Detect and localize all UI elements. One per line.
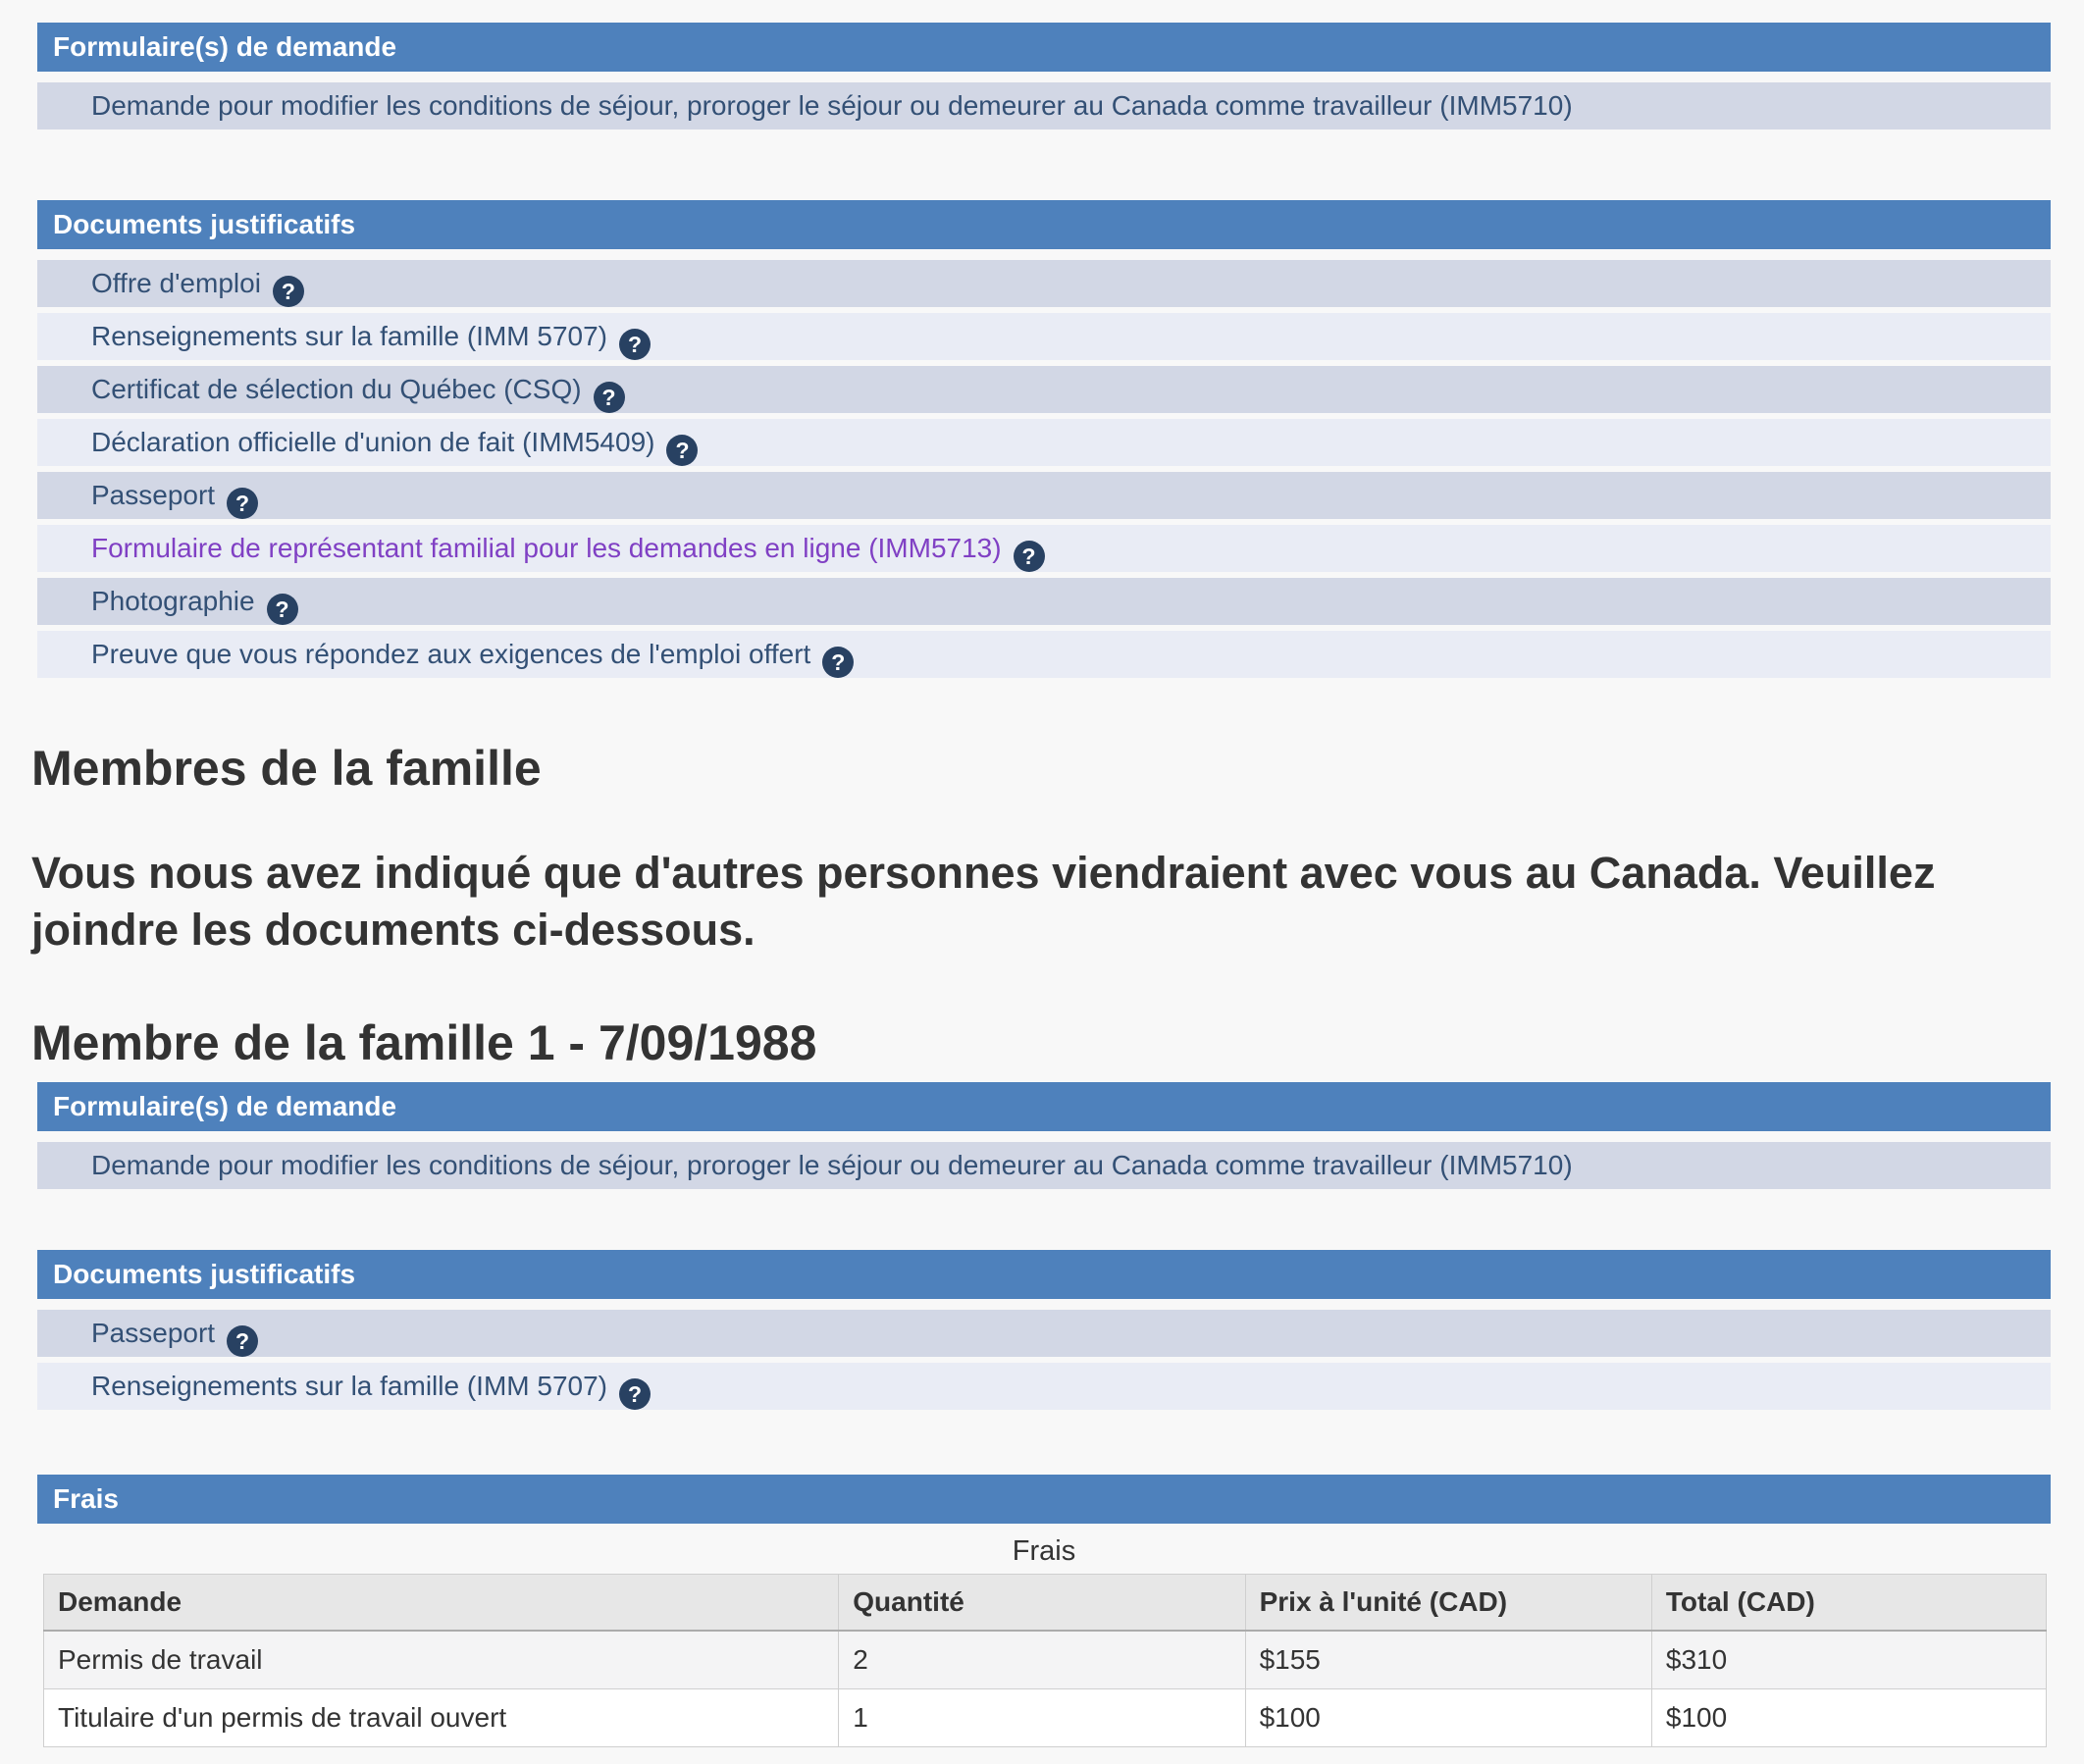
document-row: Photographie? — [37, 578, 2051, 625]
document-row: Renseignements sur la famille (IMM 5707)… — [37, 1363, 2051, 1410]
document-row: Offre d'emploi? — [37, 260, 2051, 307]
panel-header-documents: Documents justificatifs — [37, 1250, 2051, 1299]
document-link-preuve-exigences[interactable]: Preuve que vous répondez aux exigences d… — [91, 639, 811, 669]
family-members-intro: Vous nous avez indiqué que d'autres pers… — [31, 848, 1936, 955]
form-link-imm5710[interactable]: Demande pour modifier les conditions de … — [91, 90, 1573, 121]
document-link-imm5409[interactable]: Déclaration officielle d'union de fait (… — [91, 427, 655, 457]
document-link-csq[interactable]: Certificat de sélection du Québec (CSQ) — [91, 374, 582, 404]
fee-quantite: 2 — [838, 1630, 1246, 1689]
fee-prix-unite: $155 — [1244, 1630, 1652, 1689]
section-member1-forms: Formulaire(s) de demande Demande pour mo… — [37, 1082, 2051, 1189]
section-fees: Frais Frais Demande Quantité Prix à l'un… — [37, 1475, 2051, 1747]
panel-header-forms: Formulaire(s) de demande — [37, 1082, 2051, 1131]
fee-prix-unite: $100 — [1244, 1688, 1652, 1747]
fee-demande: Permis de travail — [42, 1630, 840, 1689]
fees-col-total: Total (CAD) — [1650, 1574, 2048, 1632]
fee-total: $310 — [1650, 1630, 2048, 1689]
help-icon[interactable]: ? — [1013, 541, 1045, 572]
section-member1-documents: Documents justificatifs Passeport? Rense… — [37, 1250, 2051, 1410]
document-row: Passeport? — [37, 1310, 2051, 1357]
family-members-heading: Membres de la famille — [31, 741, 542, 796]
fees-col-prix-unite: Prix à l'unité (CAD) — [1244, 1574, 1652, 1632]
document-checklist-page: Formulaire(s) de demande Demande pour mo… — [31, 0, 2051, 1747]
document-link-offre-emploi[interactable]: Offre d'emploi — [91, 268, 261, 298]
fee-quantite: 1 — [838, 1688, 1246, 1747]
help-icon[interactable]: ? — [822, 647, 855, 678]
help-icon[interactable]: ? — [266, 594, 298, 625]
form-row: Demande pour modifier les conditions de … — [37, 82, 2051, 130]
forms-row-list: Demande pour modifier les conditions de … — [37, 1142, 2051, 1189]
document-link-passeport[interactable]: Passeport — [91, 1318, 216, 1348]
document-row: Renseignements sur la famille (IMM 5707)… — [37, 313, 2051, 360]
fees-table-row: Permis de travail 2 $155 $310 — [42, 1630, 2048, 1689]
help-icon[interactable]: ? — [593, 382, 625, 413]
fee-demande: Titulaire d'un permis de travail ouvert — [42, 1688, 840, 1747]
document-link-photographie[interactable]: Photographie — [91, 586, 255, 616]
help-icon[interactable]: ? — [227, 1325, 259, 1357]
document-link-imm5713-visited[interactable]: Formulaire de représentant familial pour… — [91, 533, 1002, 563]
family-member-1-heading: Membre de la famille 1 - 7/09/1988 — [31, 1015, 817, 1070]
help-icon[interactable]: ? — [272, 276, 304, 307]
fees-col-quantite: Quantité — [838, 1574, 1246, 1632]
document-link-passeport[interactable]: Passeport — [91, 480, 216, 510]
fees-table-row: Titulaire d'un permis de travail ouvert … — [42, 1688, 2048, 1747]
help-icon[interactable]: ? — [618, 1378, 651, 1410]
document-row: Certificat de sélection du Québec (CSQ)? — [37, 366, 2051, 413]
help-icon[interactable]: ? — [618, 329, 651, 360]
fees-table-caption: Frais — [1012, 1535, 1076, 1567]
fees-table-header-row: Demande Quantité Prix à l'unité (CAD) To… — [42, 1574, 2048, 1632]
fees-col-demande: Demande — [42, 1574, 840, 1632]
help-icon[interactable]: ? — [666, 435, 699, 466]
document-row: Déclaration officielle d'union de fait (… — [37, 419, 2051, 466]
section-applicant-forms: Formulaire(s) de demande Demande pour mo… — [37, 23, 2051, 130]
fees-table: Demande Quantité Prix à l'unité (CAD) To… — [42, 1574, 2048, 1747]
fee-total: $100 — [1650, 1688, 2048, 1747]
form-row: Demande pour modifier les conditions de … — [37, 1142, 2051, 1189]
section-applicant-documents: Documents justificatifs Offre d'emploi? … — [37, 200, 2051, 678]
document-row: Formulaire de représentant familial pour… — [37, 525, 2051, 572]
document-link-imm5707[interactable]: Renseignements sur la famille (IMM 5707) — [91, 1371, 607, 1401]
panel-header-fees: Frais — [37, 1475, 2051, 1524]
document-row: Preuve que vous répondez aux exigences d… — [37, 631, 2051, 678]
help-icon[interactable]: ? — [227, 488, 259, 519]
documents-row-list: Passeport? Renseignements sur la famille… — [37, 1310, 2051, 1410]
panel-header-documents: Documents justificatifs — [37, 200, 2051, 249]
form-link-imm5710[interactable]: Demande pour modifier les conditions de … — [91, 1150, 1573, 1180]
document-link-imm5707[interactable]: Renseignements sur la famille (IMM 5707) — [91, 321, 607, 351]
panel-header-forms: Formulaire(s) de demande — [37, 23, 2051, 72]
document-row: Passeport? — [37, 472, 2051, 519]
documents-row-list: Offre d'emploi? Renseignements sur la fa… — [37, 260, 2051, 678]
forms-row-list: Demande pour modifier les conditions de … — [37, 82, 2051, 130]
